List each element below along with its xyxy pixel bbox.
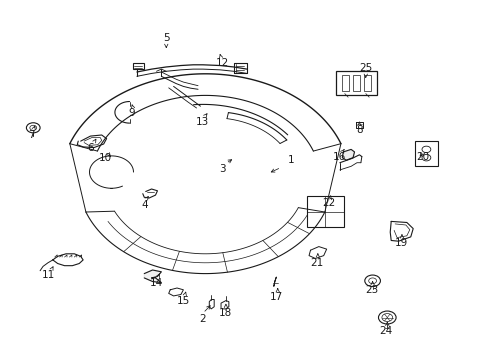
Text: 5: 5 xyxy=(163,33,169,43)
Polygon shape xyxy=(342,149,354,160)
Text: 19: 19 xyxy=(393,238,407,248)
Text: 6: 6 xyxy=(87,143,94,153)
Bar xyxy=(133,63,143,69)
Text: 22: 22 xyxy=(321,198,335,208)
Text: 16: 16 xyxy=(332,152,346,162)
Text: 10: 10 xyxy=(99,153,111,163)
Bar xyxy=(414,141,437,166)
Text: 18: 18 xyxy=(218,308,231,318)
Text: 24: 24 xyxy=(379,326,392,336)
Bar xyxy=(342,75,348,91)
Text: 17: 17 xyxy=(269,292,283,302)
Bar xyxy=(363,75,370,91)
Text: 9: 9 xyxy=(128,108,135,118)
Text: 13: 13 xyxy=(196,117,209,127)
Text: 14: 14 xyxy=(149,278,163,288)
Text: 11: 11 xyxy=(42,270,56,280)
Text: 4: 4 xyxy=(141,200,147,210)
Text: 25: 25 xyxy=(358,63,372,73)
Text: 2: 2 xyxy=(199,314,206,324)
Text: 23: 23 xyxy=(364,285,378,295)
Text: 15: 15 xyxy=(176,296,190,306)
Text: 12: 12 xyxy=(215,58,229,68)
Bar xyxy=(352,75,359,91)
Polygon shape xyxy=(144,270,161,283)
Text: 8: 8 xyxy=(355,125,362,135)
Bar xyxy=(306,196,343,227)
Text: 1: 1 xyxy=(287,155,294,165)
Text: 7: 7 xyxy=(28,130,35,140)
Text: 20: 20 xyxy=(416,152,428,162)
Text: 21: 21 xyxy=(309,258,323,268)
Text: 3: 3 xyxy=(219,164,225,174)
